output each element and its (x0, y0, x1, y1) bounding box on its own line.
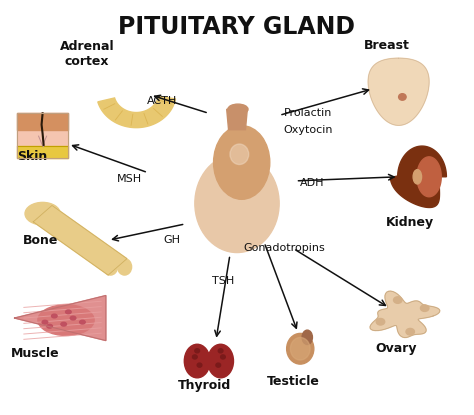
Text: Gonadotropins: Gonadotropins (243, 244, 325, 254)
Polygon shape (370, 291, 440, 337)
Text: Ovary: Ovary (375, 342, 417, 355)
Text: PITUITARY GLAND: PITUITARY GLAND (118, 15, 356, 39)
Ellipse shape (214, 126, 270, 199)
Ellipse shape (287, 333, 314, 364)
Bar (17, 113, 68, 159)
Ellipse shape (65, 310, 71, 314)
Ellipse shape (220, 355, 225, 359)
Ellipse shape (420, 305, 429, 311)
Ellipse shape (38, 305, 94, 335)
Text: GH: GH (163, 235, 180, 245)
Text: MSH: MSH (117, 174, 142, 184)
Ellipse shape (197, 363, 202, 367)
Ellipse shape (118, 259, 132, 275)
Ellipse shape (42, 320, 48, 324)
Ellipse shape (80, 320, 85, 324)
Polygon shape (368, 58, 429, 125)
Ellipse shape (406, 328, 414, 335)
Ellipse shape (195, 154, 279, 253)
Polygon shape (98, 96, 175, 128)
Bar (202, 358, 216, 365)
Text: Prolactin: Prolactin (284, 108, 332, 118)
Text: ADH: ADH (300, 178, 324, 188)
Text: Breast: Breast (364, 39, 410, 52)
Ellipse shape (184, 344, 210, 378)
Polygon shape (33, 205, 127, 275)
Text: Muscle: Muscle (11, 347, 60, 360)
Polygon shape (391, 146, 447, 208)
Ellipse shape (376, 318, 385, 325)
Text: TSH: TSH (212, 276, 234, 286)
Ellipse shape (218, 349, 223, 353)
Ellipse shape (302, 330, 312, 344)
Polygon shape (15, 295, 106, 341)
Ellipse shape (52, 314, 57, 318)
Bar (17, 113, 68, 159)
Text: Skin: Skin (17, 150, 47, 163)
Bar (17, 113, 68, 130)
Text: Oxytocin: Oxytocin (284, 124, 333, 135)
Ellipse shape (393, 297, 402, 303)
Text: Testicle: Testicle (267, 375, 319, 388)
Ellipse shape (192, 355, 197, 359)
Text: ACTH: ACTH (147, 96, 177, 106)
Ellipse shape (216, 363, 220, 367)
Bar (17, 146, 68, 159)
Ellipse shape (291, 337, 310, 360)
Ellipse shape (70, 316, 76, 320)
Ellipse shape (195, 349, 200, 353)
Text: Adrenal
cortex: Adrenal cortex (60, 40, 114, 68)
Ellipse shape (228, 104, 248, 115)
Ellipse shape (25, 203, 60, 225)
Ellipse shape (413, 170, 421, 184)
Polygon shape (417, 157, 441, 197)
Text: Kidney: Kidney (386, 216, 434, 229)
Ellipse shape (399, 94, 406, 100)
Ellipse shape (103, 259, 118, 275)
Ellipse shape (230, 144, 249, 164)
Text: Thyroid: Thyroid (178, 379, 231, 392)
Polygon shape (227, 109, 247, 130)
Ellipse shape (208, 344, 234, 378)
Ellipse shape (61, 322, 66, 326)
Text: Bone: Bone (23, 234, 58, 247)
Ellipse shape (47, 325, 53, 328)
